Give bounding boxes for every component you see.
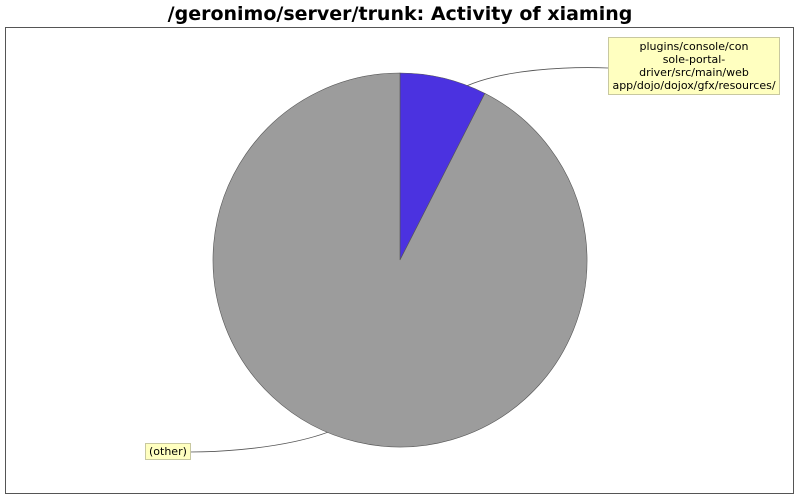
slice-label-plugins: plugins/console/con sole-portal- driver/… xyxy=(608,37,780,95)
slice-label-other: (other) xyxy=(145,443,191,460)
pie-slices xyxy=(212,72,588,448)
plot-area xyxy=(5,27,794,494)
chart-title: /geronimo/server/trunk: Activity of xiam… xyxy=(167,3,633,25)
pie-slice-other xyxy=(212,72,588,448)
